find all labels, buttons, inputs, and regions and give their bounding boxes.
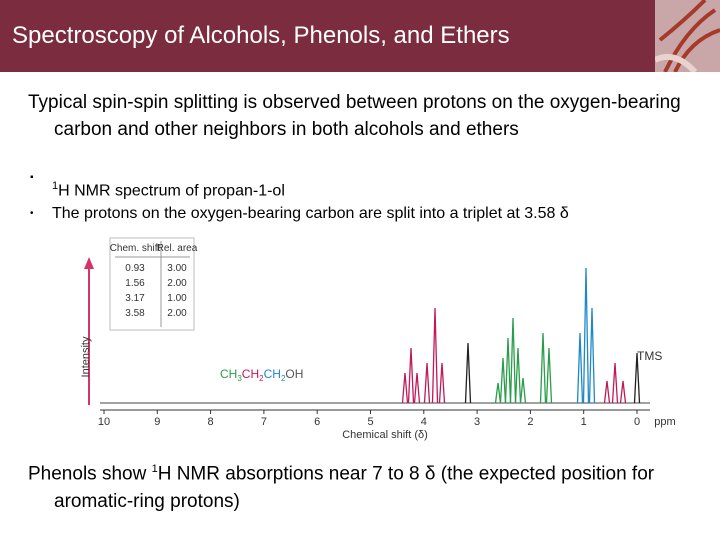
table-header: Chem. shift (110, 243, 161, 254)
header-bar: Spectroscopy of Alcohols, Phenols, and E… (0, 0, 720, 72)
x-tick-label: 6 (314, 416, 320, 428)
text: Phenols show (28, 463, 152, 485)
peak (438, 362, 446, 404)
bullet-dot: ▪ (30, 172, 34, 183)
table-cell: 1.56 (125, 278, 145, 289)
peak (633, 352, 641, 404)
x-tick-label: 3 (474, 416, 480, 428)
bullet-text: The protons on the oxygen-bearing carbon… (52, 205, 569, 222)
y-axis-label: Intensity (80, 336, 92, 377)
peak (423, 362, 431, 404)
x-tick-label: 4 (421, 416, 427, 428)
x-tick-label: 2 (527, 416, 533, 428)
peak (431, 307, 439, 404)
peak (401, 372, 409, 404)
conclusion-text: Phenols show 1H NMR absorptions near 7 t… (28, 455, 714, 516)
superscript: 1 (151, 463, 158, 475)
formula-part: CH (220, 367, 237, 381)
table-cell: 3.00 (167, 263, 187, 274)
peak (582, 267, 590, 404)
formula-part: 3 (237, 374, 242, 383)
x-tick-label: 0 (634, 416, 640, 428)
arrow-head (84, 257, 94, 269)
peak (407, 347, 415, 404)
formula-part: CH (264, 367, 281, 381)
x-tick-label: 9 (154, 416, 160, 428)
reference-label: TMS (637, 349, 662, 363)
table-cell: 2.00 (167, 278, 187, 289)
slide-title: Spectroscopy of Alcohols, Phenols, and E… (12, 22, 510, 49)
table-box (109, 237, 195, 331)
x-tick-label: 1 (581, 416, 587, 428)
table-cell: 3.58 (125, 308, 145, 319)
x-axis-label: Chemical shift (δ) (342, 429, 428, 441)
peak (539, 332, 547, 404)
table-cell: 0.93 (125, 263, 145, 274)
table-header: Rel. area (157, 243, 198, 254)
peak (464, 342, 472, 404)
x-tick-label: 7 (261, 416, 267, 428)
peak (588, 307, 596, 404)
peak (514, 347, 522, 404)
bullet-text: 1H NMR spectrum of propan-1-ol (52, 172, 285, 205)
table-cell: 1.00 (167, 293, 187, 304)
x-tick-label: 5 (367, 416, 373, 428)
table-cell: 2.00 (167, 308, 187, 319)
peak (576, 332, 584, 404)
bullet-dot: • (30, 208, 34, 219)
peak (611, 362, 619, 404)
peak (413, 372, 421, 404)
text: H NMR absorptions near 7 to 8 δ (the exp… (54, 463, 655, 513)
intro-text: Typical spin-spin splitting is observed … (28, 92, 681, 140)
formula-part: 2 (259, 374, 264, 383)
text: H NMR spectrum of propan-1-ol (58, 182, 285, 200)
peak (499, 357, 507, 404)
compound-formula: CH3CH2CH2OH (220, 367, 303, 383)
x-tick-label: 8 (208, 416, 214, 428)
peak (504, 337, 512, 404)
formula-part: 2 (281, 374, 286, 383)
peak (603, 380, 611, 404)
superscript: 1 (52, 180, 59, 192)
table-cell: 3.17 (125, 293, 145, 304)
peak (509, 317, 517, 404)
peak (545, 347, 553, 404)
x-tick-label: 10 (98, 416, 110, 428)
peak (519, 377, 527, 404)
formula-part: CH (242, 367, 259, 381)
x-unit: ppm (654, 416, 675, 428)
peak (494, 382, 502, 404)
formula-part: OH (285, 367, 303, 381)
header-image (655, 0, 720, 72)
peak (619, 380, 627, 404)
